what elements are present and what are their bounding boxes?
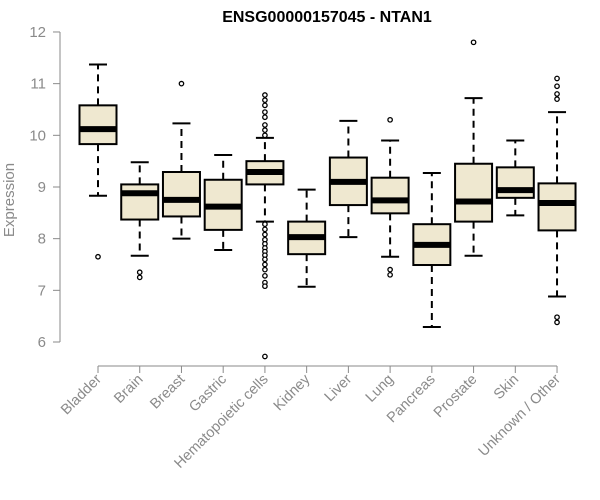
- outlier-point: [262, 353, 268, 360]
- outlier-point: [387, 266, 393, 273]
- outlier-point: [136, 269, 143, 276]
- box-pancreas: [412, 172, 452, 329]
- outlier-point: [470, 39, 477, 46]
- iqr-box: [537, 182, 577, 232]
- x-tick-label: Kidney: [271, 371, 314, 414]
- box-unknown-other: [537, 75, 577, 326]
- x-tick-label: Skin: [491, 372, 522, 403]
- outlier-point: [262, 92, 268, 98]
- outlier-point: [262, 256, 268, 263]
- box-hematopoietic-cells: [245, 92, 285, 360]
- outlier-point: [95, 253, 101, 260]
- outlier-point: [554, 314, 560, 321]
- outlier-point: [387, 116, 393, 123]
- outlier-point: [262, 273, 268, 279]
- outlier-point: [554, 91, 560, 97]
- y-tick-label: 12: [29, 24, 46, 41]
- y-ticks: 6 7 8 9 10 11 12: [29, 24, 60, 351]
- outlier-point: [262, 132, 268, 139]
- iqr-box: [495, 166, 535, 199]
- outlier-point: [262, 266, 268, 273]
- x-tick-label: Brain: [111, 372, 146, 407]
- x-tick-label: Liver: [322, 371, 356, 405]
- iqr-box: [454, 162, 494, 223]
- y-tick-label: 11: [30, 76, 46, 93]
- box-skin: [495, 139, 535, 217]
- x-tick-label: Bladder: [58, 371, 105, 418]
- box-liver: [328, 119, 368, 239]
- iqr-box: [120, 183, 160, 221]
- y-tick-label: 10: [29, 127, 46, 144]
- box-prostate: [454, 39, 494, 257]
- outlier-point: [262, 221, 268, 228]
- outlier-point: [554, 319, 560, 326]
- iqr-box: [370, 176, 410, 215]
- outlier-point: [178, 80, 185, 87]
- outlier-point: [262, 114, 268, 121]
- box-breast: [161, 80, 201, 240]
- box-bladder: [78, 63, 118, 260]
- boxes: [78, 39, 577, 360]
- box-gastric: [203, 153, 243, 252]
- x-tick-label: Prostate: [431, 372, 480, 421]
- outlier-point: [554, 83, 560, 90]
- outlier-point: [262, 97, 268, 104]
- y-tick-label: 8: [38, 231, 46, 248]
- iqr-box: [78, 104, 118, 146]
- outlier-point: [262, 283, 268, 290]
- chart-title: ENSG00000157045 - NTAN1: [222, 9, 432, 26]
- outlier-point: [387, 271, 393, 278]
- box-kidney: [287, 188, 327, 288]
- outlier-point: [262, 122, 268, 128]
- y-axis-label: Expression: [1, 163, 18, 237]
- x-tick-label: Lung: [363, 372, 397, 406]
- outlier-point: [262, 127, 268, 134]
- outlier-point: [262, 231, 268, 238]
- box-brain: [120, 161, 160, 281]
- outlier-point: [262, 226, 268, 233]
- y-tick-label: 6: [38, 334, 46, 351]
- y-tick-label: 9: [38, 179, 46, 196]
- outlier-point: [262, 261, 268, 268]
- box-lung: [370, 116, 410, 278]
- iqr-box: [161, 171, 201, 218]
- outlier-point: [262, 109, 268, 115]
- y-tick-label: 7: [38, 282, 46, 299]
- outlier-point: [262, 102, 268, 109]
- x-tick-label: Breast: [147, 372, 188, 413]
- outlier-point: [554, 96, 560, 103]
- outlier-point: [554, 75, 560, 82]
- outlier-point: [136, 274, 143, 281]
